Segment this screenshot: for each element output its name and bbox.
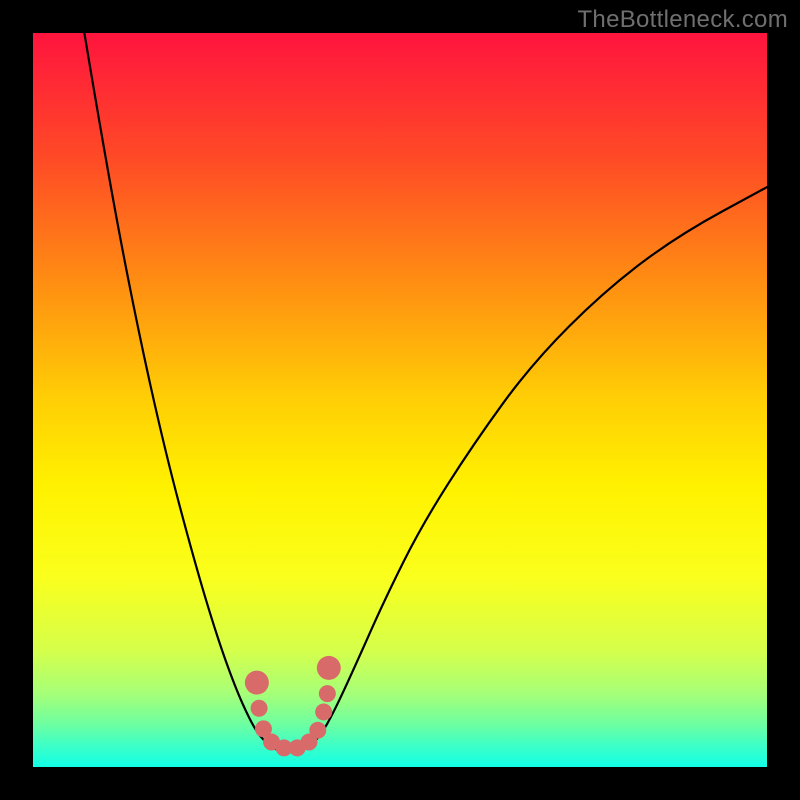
highlight-marker (315, 703, 332, 720)
highlight-marker (319, 685, 336, 702)
highlight-marker (309, 722, 326, 739)
highlight-marker (317, 656, 341, 680)
highlight-marker (251, 700, 268, 717)
bottleneck-chart (33, 33, 767, 767)
chart-container: TheBottleneck.com (0, 0, 800, 800)
watermark-text: TheBottleneck.com (577, 6, 788, 34)
gradient-background (33, 33, 767, 767)
highlight-marker (245, 671, 269, 695)
